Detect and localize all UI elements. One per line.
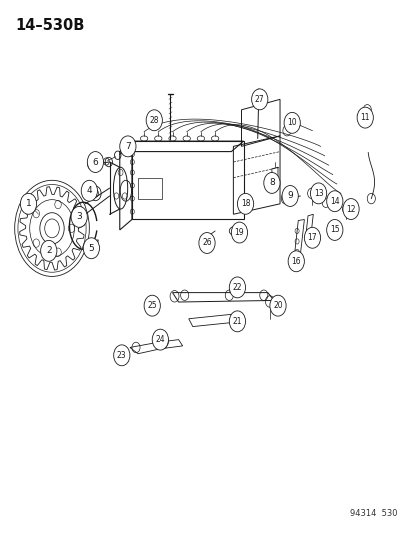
Text: 21: 21 xyxy=(232,317,242,326)
Text: 11: 11 xyxy=(360,113,369,122)
Circle shape xyxy=(20,193,36,214)
Circle shape xyxy=(283,112,299,133)
Circle shape xyxy=(119,136,135,157)
Text: 27: 27 xyxy=(254,95,264,104)
Text: 10: 10 xyxy=(287,118,296,127)
Text: 13: 13 xyxy=(313,189,323,198)
Text: 6: 6 xyxy=(93,158,98,166)
Text: 28: 28 xyxy=(149,116,159,125)
Text: 94314  530: 94314 530 xyxy=(349,509,397,518)
Text: 4: 4 xyxy=(86,186,92,195)
Text: 25: 25 xyxy=(147,301,157,310)
Circle shape xyxy=(237,193,253,214)
Circle shape xyxy=(71,206,87,228)
Circle shape xyxy=(83,238,99,259)
Text: 26: 26 xyxy=(202,238,211,247)
Text: 15: 15 xyxy=(329,225,339,235)
Circle shape xyxy=(198,232,215,254)
Text: 12: 12 xyxy=(345,205,355,214)
Circle shape xyxy=(229,277,245,298)
Text: 8: 8 xyxy=(268,179,274,188)
Circle shape xyxy=(310,183,326,204)
Circle shape xyxy=(342,199,358,220)
Text: 14: 14 xyxy=(329,197,339,206)
Text: 1: 1 xyxy=(26,199,31,208)
Text: 14–530B: 14–530B xyxy=(15,19,85,34)
Text: 16: 16 xyxy=(291,257,300,266)
Circle shape xyxy=(146,110,162,131)
Circle shape xyxy=(287,251,304,272)
Circle shape xyxy=(114,345,130,366)
Text: 9: 9 xyxy=(287,191,292,200)
Circle shape xyxy=(326,191,342,212)
Text: 7: 7 xyxy=(125,142,131,151)
Text: 18: 18 xyxy=(240,199,250,208)
Circle shape xyxy=(269,295,285,316)
Circle shape xyxy=(251,89,267,110)
Text: 5: 5 xyxy=(88,244,94,253)
Circle shape xyxy=(229,311,245,332)
Bar xyxy=(138,177,162,199)
Circle shape xyxy=(231,222,247,243)
Text: 20: 20 xyxy=(273,301,282,310)
Text: 3: 3 xyxy=(76,212,82,221)
Circle shape xyxy=(40,240,57,261)
Circle shape xyxy=(281,185,297,206)
Text: 17: 17 xyxy=(307,233,316,243)
Text: 22: 22 xyxy=(232,283,242,292)
Circle shape xyxy=(304,228,320,248)
Circle shape xyxy=(356,107,373,128)
Circle shape xyxy=(87,151,103,173)
Text: 24: 24 xyxy=(155,335,165,344)
Circle shape xyxy=(81,180,97,201)
Text: 19: 19 xyxy=(234,228,244,237)
Text: 2: 2 xyxy=(46,246,52,255)
Circle shape xyxy=(326,220,342,240)
Circle shape xyxy=(263,173,279,193)
Circle shape xyxy=(144,295,160,316)
Text: 23: 23 xyxy=(117,351,126,360)
Circle shape xyxy=(152,329,168,350)
